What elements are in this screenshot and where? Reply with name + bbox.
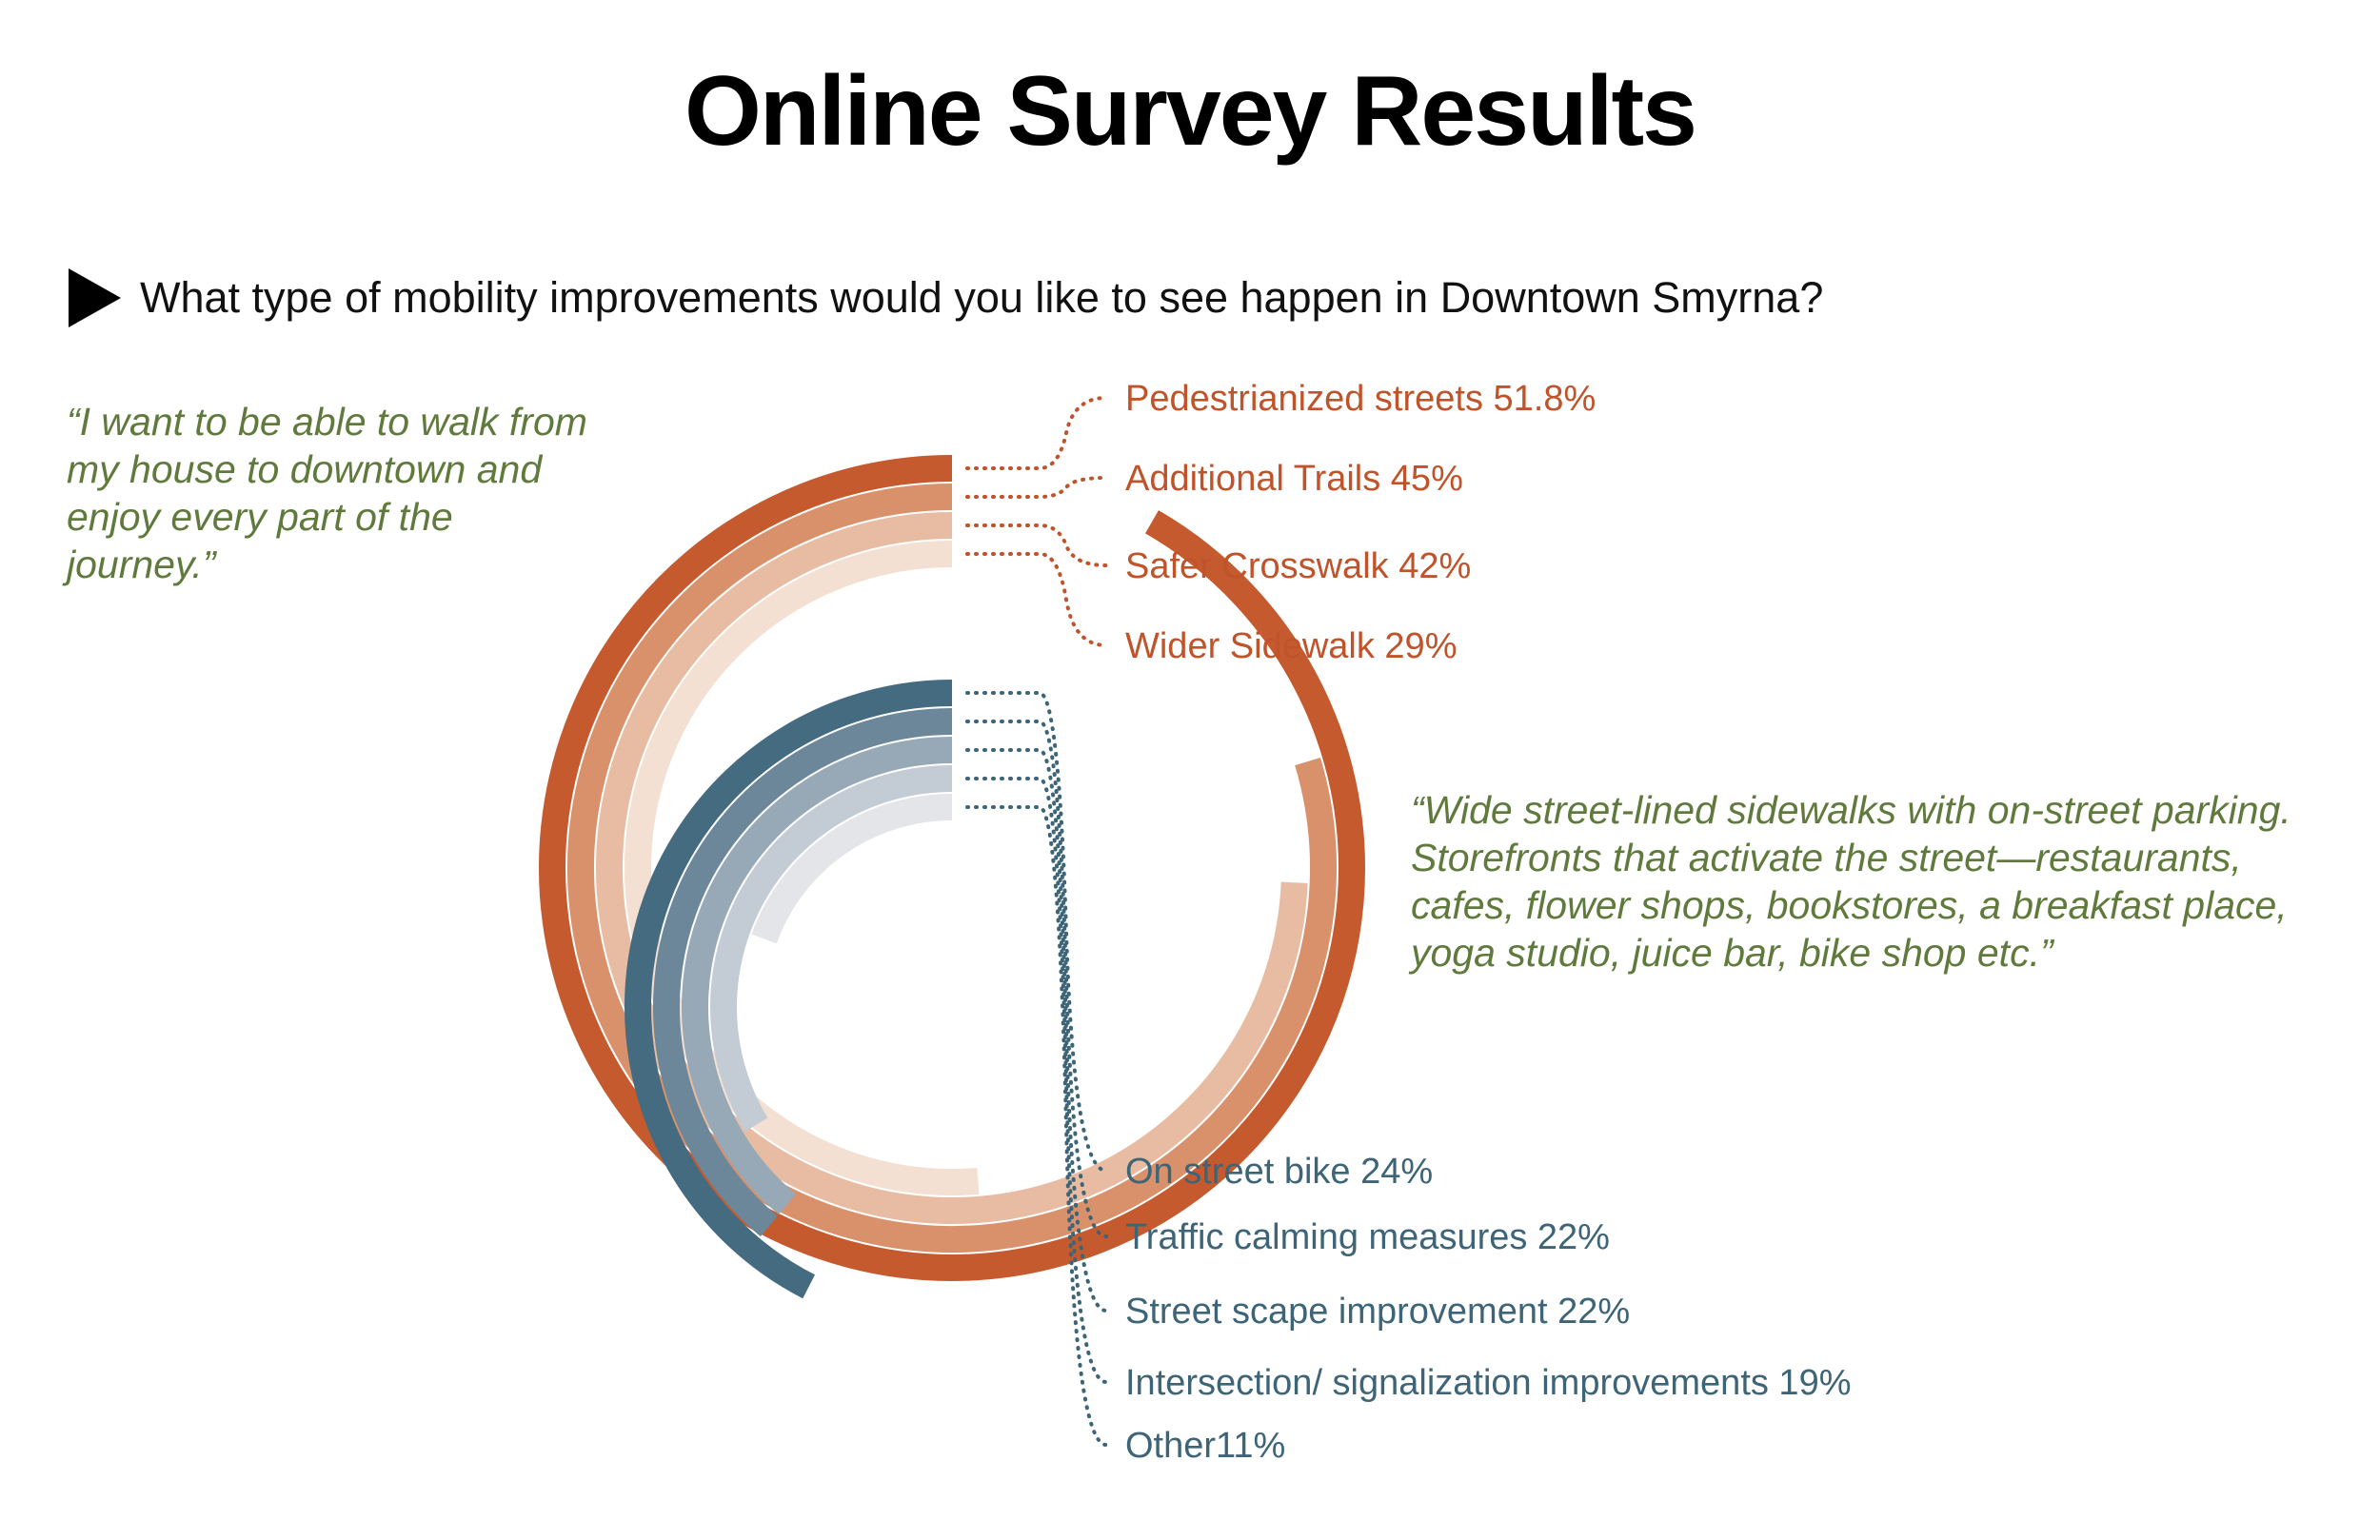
survey-question: What type of mobility improvements would… <box>140 273 1824 322</box>
label-traffic-calming-measures: Traffic calming measures 22% <box>1125 1217 1610 1257</box>
page-title: Online Survey Results <box>684 56 1697 167</box>
question-row: What type of mobility improvements would… <box>69 268 1823 327</box>
quote-left: “I want to be able to walk from my house… <box>67 400 587 586</box>
series-mobility: On street bike 24% Traffic calming measur… <box>625 680 1852 1466</box>
label-safer-crosswalk: Safer Crosswalk 42% <box>1125 546 1471 586</box>
label-additional-trails: Additional Trails 45% <box>1125 459 1463 499</box>
bar-other <box>751 794 953 944</box>
play-triangle-icon <box>69 268 121 327</box>
bar-traffic-calming-measures <box>653 708 953 1237</box>
bar-on-street-bike <box>625 680 953 1299</box>
bar-pedestrianized-streets <box>539 455 1365 1281</box>
label-street-scape-improvement: Street scape improvement 22% <box>1125 1292 1630 1332</box>
label-on-street-bike: On street bike 24% <box>1125 1152 1433 1192</box>
label-pedestrianized-streets: Pedestrianized streets 51.8% <box>1125 379 1596 419</box>
quote-right: “Wide street-lined sidewalks with on-str… <box>1411 788 2291 975</box>
leader-line-on-street-bike <box>965 691 1108 1173</box>
leader-line-additional-trails <box>965 476 1108 499</box>
leader-line-traffic-calming-measures <box>965 720 1108 1238</box>
leader-line-street-scape-improvement <box>965 748 1108 1313</box>
leader-line-intersection-signalization-improvements <box>965 777 1108 1384</box>
bar-street-scape-improvement <box>682 737 953 1215</box>
label-intersection-signalization-improvements: Intersection/ signalization improvements… <box>1125 1363 1852 1403</box>
bar-wider-sidewalk <box>625 541 980 1195</box>
leader-line-safer-crosswalk <box>965 523 1108 567</box>
label-other: Other11% <box>1125 1426 1285 1466</box>
leader-line-wider-sidewalk <box>965 552 1108 647</box>
bar-intersection-signalization-improvements <box>710 765 953 1132</box>
leader-line-other <box>965 805 1108 1447</box>
label-wider-sidewalk: Wider Sidewalk 29% <box>1125 626 1457 666</box>
leader-line-pedestrianized-streets <box>965 396 1108 470</box>
